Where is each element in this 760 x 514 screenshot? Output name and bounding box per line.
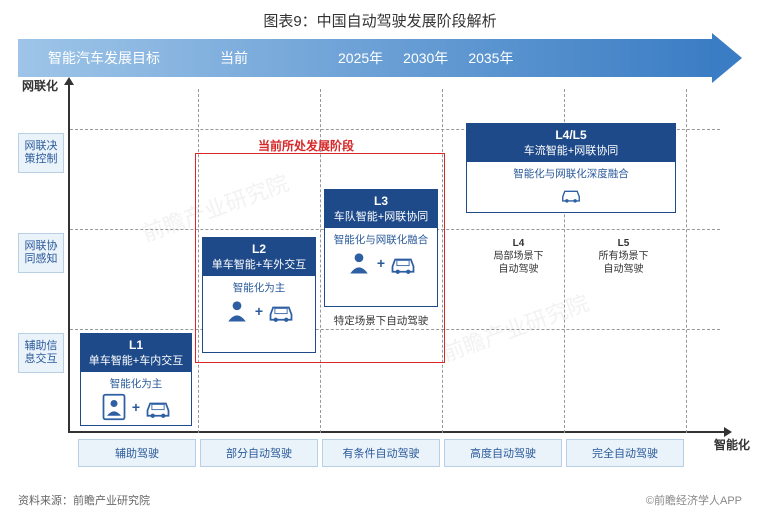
timeline-bar: 智能汽车发展目标 当前 2025年 2030年 2035年 [18, 39, 712, 77]
source-text: 资料来源：前瞻产业研究院 [18, 492, 150, 508]
stage-l45-header: L4/L5 车流智能+网联协同 [467, 124, 675, 162]
stage-l3-header: L3 车队智能+网联协同 [325, 190, 437, 228]
stage-l1: L1 单车智能+车内交互 智能化为主 + [80, 333, 192, 426]
chart-title: 图表9：中国自动驾驶发展阶段解析 [0, 0, 760, 39]
car-icon [560, 183, 582, 205]
stage-l3-body: 智能化与网联化融合 + [325, 228, 437, 281]
x-category-1: 部分自动驾驶 [200, 439, 318, 467]
x-category-4: 完全自动驾驶 [566, 439, 684, 467]
stage-l45-level: L4/L5 [469, 128, 673, 144]
y-axis-label: 网联化 [22, 77, 58, 94]
stage-l2: L2 单车智能+车外交互 智能化为主 + [202, 237, 316, 353]
stage-l2-subtitle: 单车智能+车外交互 [205, 258, 313, 272]
timeline-arrow-icon [712, 33, 742, 83]
stage-l3-caption: 特定场景下自动驾驶 [324, 313, 438, 328]
car-icon [267, 297, 295, 325]
y-axis-line [68, 85, 70, 433]
stage-l3-note: 智能化与网联化融合 [329, 232, 433, 247]
x-category-2: 有条件自动驾驶 [322, 439, 440, 467]
watermark: 前瞻产业研究院 [437, 286, 593, 369]
plus-icon: + [255, 303, 263, 319]
stage-l45: L4/L5 车流智能+网联协同 智能化与网联化深度融合 [466, 123, 676, 213]
timeline-year-0: 2025年 [338, 48, 383, 68]
stage-l45-subtitle: 车流智能+网联协同 [469, 144, 673, 158]
x-axis-label: 智能化 [714, 436, 750, 453]
car-icon [144, 393, 172, 421]
chart-area: 网联化 智能化 网联决 策控制网联协 同感知辅助信 息交互 辅助驾驶部分自动驾驶… [18, 81, 742, 471]
stage-l2-body: 智能化为主 + [203, 276, 315, 329]
person-icon [345, 249, 373, 277]
stage-l45-body: 智能化与网联化深度融合 [467, 162, 675, 212]
stage-l4-sublabel: L4 局部场景下 自动驾驶 [468, 237, 569, 276]
person-icon [223, 297, 251, 325]
timeline-goal: 智能汽车发展目标 [48, 48, 160, 68]
stage-l1-level: L1 [83, 338, 189, 354]
copyright-text: ©前瞻经济学人APP [646, 492, 742, 508]
stage-l1-body: 智能化为主 + [81, 372, 191, 425]
current-stage-label: 当前所处发展阶段 [258, 137, 354, 154]
x-axis-line [68, 431, 724, 433]
plus-icon: + [377, 255, 385, 271]
y-category-1: 网联协 同感知 [18, 233, 64, 273]
stage-l3-level: L3 [327, 194, 435, 210]
stage-l5-sublabel: L5 所有场景下 自动驾驶 [573, 237, 674, 276]
x-category-3: 高度自动驾驶 [444, 439, 562, 467]
stage-l2-level: L2 [205, 242, 313, 258]
stage-l1-header: L1 单车智能+车内交互 [81, 334, 191, 372]
stage-l45-note: 智能化与网联化深度融合 [471, 166, 671, 181]
timeline-year-1: 2030年 [403, 48, 448, 68]
stage-l3-subtitle: 车队智能+网联协同 [327, 210, 435, 224]
y-category-0: 网联决 策控制 [18, 133, 64, 173]
stage-l1-note: 智能化为主 [85, 376, 187, 391]
stage-l3: L3 车队智能+网联协同 智能化与网联化融合 + [324, 189, 438, 307]
stage-l1-subtitle: 单车智能+车内交互 [83, 354, 189, 368]
grid-line-v [686, 89, 687, 433]
x-category-0: 辅助驾驶 [78, 439, 196, 467]
stage-l2-header: L2 单车智能+车外交互 [203, 238, 315, 276]
stage-l2-note: 智能化为主 [207, 280, 311, 295]
timeline-current: 当前 [220, 48, 248, 68]
y-category-2: 辅助信 息交互 [18, 333, 64, 373]
plus-icon: + [132, 399, 140, 415]
stage-l45-subrow: L4 局部场景下 自动驾驶 L5 所有场景下 自动驾驶 [466, 237, 676, 276]
timeline-banner: 智能汽车发展目标 当前 2025年 2030年 2035年 [18, 39, 742, 77]
device-person-icon [100, 393, 128, 421]
car-icon [389, 249, 417, 277]
timeline-year-2: 2035年 [468, 48, 513, 68]
